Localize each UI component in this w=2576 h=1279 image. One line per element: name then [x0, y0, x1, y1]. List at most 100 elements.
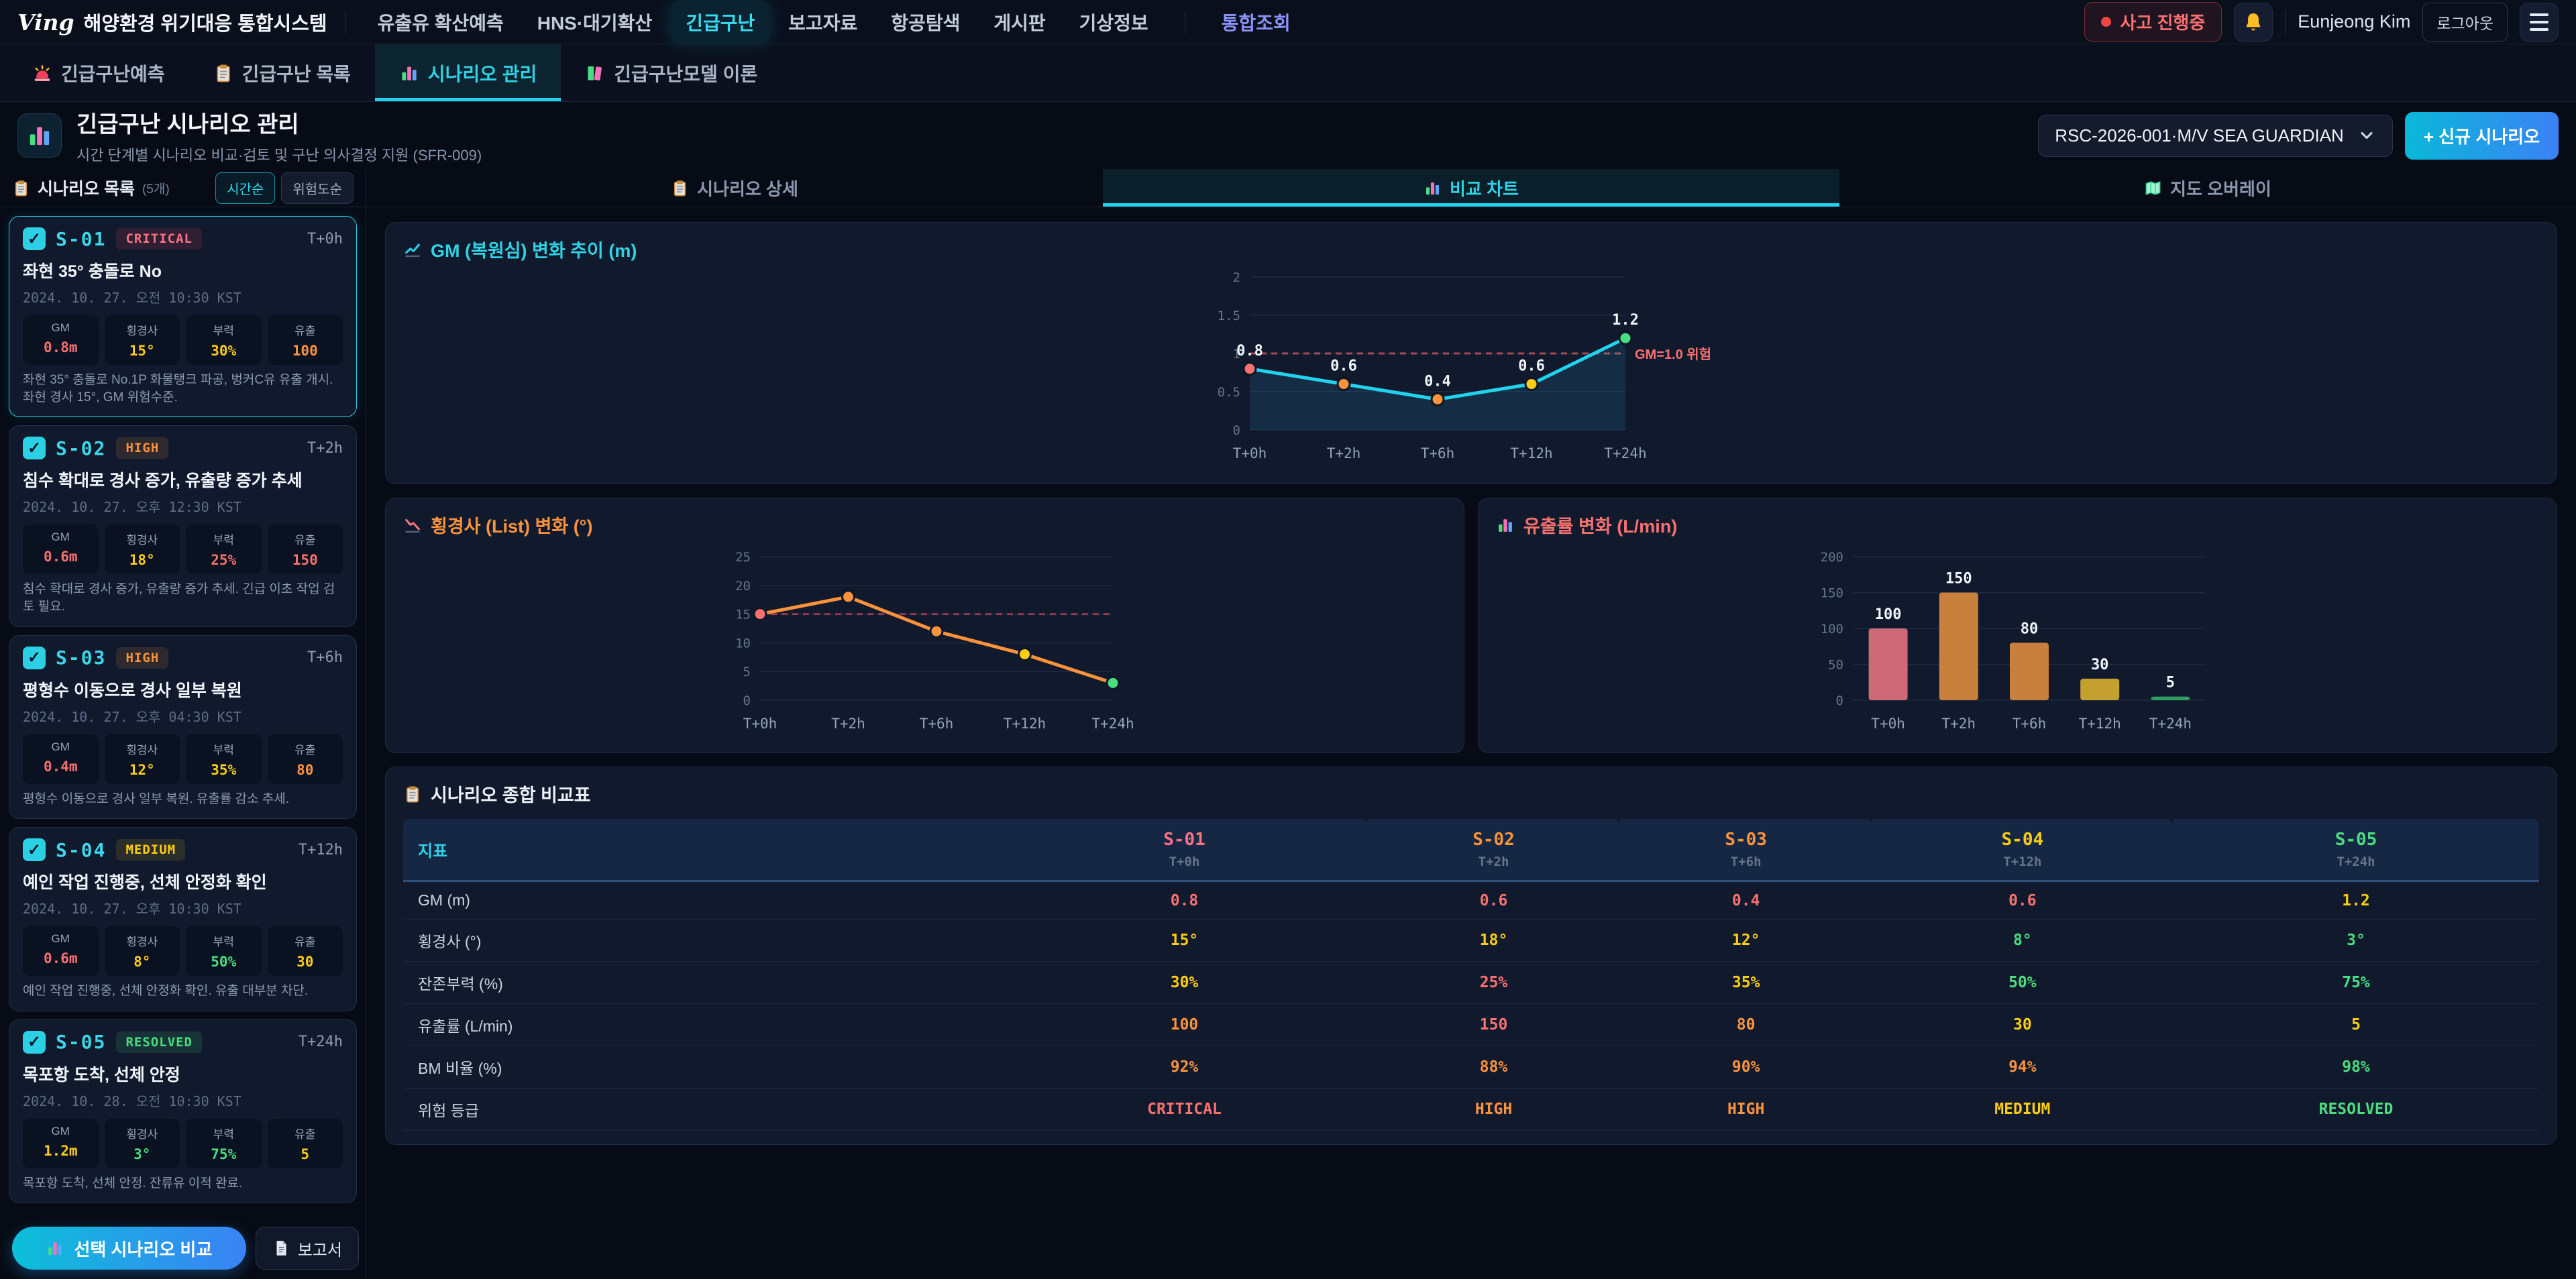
- row-value: 94%: [1872, 1046, 2173, 1089]
- scenario-title: 목포항 도착, 선체 안정: [23, 1065, 180, 1085]
- view-tab-2[interactable]: 비교 차트: [1103, 169, 1839, 207]
- module-tab-3[interactable]: 시나리오 관리: [374, 44, 561, 101]
- scenario-checkbox[interactable]: ✓: [23, 838, 46, 862]
- row-value: 8°: [1872, 919, 2173, 962]
- svg-text:T+6h: T+6h: [1421, 445, 1455, 461]
- scenario-checkbox[interactable]: ✓: [23, 227, 46, 250]
- module-tab-1[interactable]: 긴급구난예측: [8, 44, 189, 101]
- scenario-checkbox[interactable]: ✓: [23, 646, 46, 669]
- row-value: 100: [1001, 1003, 1368, 1046]
- stat-box: 횡경사 12°: [104, 734, 180, 784]
- gm-line-chart: 0 0.5 1 1.5 2 T+0h T+2h T+6h T+12h T+24h GM=1.0 위험…: [1218, 270, 1711, 461]
- table-row: BM 비율 (%) 92% 88% 90% 94% 98%: [403, 1046, 2539, 1089]
- view-tab-3[interactable]: 지도 오버레이: [1839, 169, 2576, 207]
- row-value: HIGH: [1367, 1088, 1620, 1131]
- new-scenario-button[interactable]: + 신규 시나리오: [2404, 111, 2559, 160]
- gm-chart-title: GM (복원심) 변화 추이 (m): [431, 241, 637, 261]
- chart-icon: [399, 63, 419, 83]
- module-tab-2[interactable]: 긴급구난 목록: [189, 44, 375, 101]
- spill-chart-panel: 유출률 변화 (L/min) 0 50 100 150 200 100 T+0h 150 T+2…: [1478, 498, 2557, 753]
- scenario-title: 평형수 이동으로 경사 일부 복원: [23, 681, 242, 700]
- table-row: 위험 등급 CRITICAL HIGH HIGH MEDIUM RESOLVED: [403, 1088, 2539, 1131]
- notifications-button[interactable]: [2234, 2, 2273, 42]
- list-line-chart: 0 5 10 15 20 25 T+0h T+2h T+6h T+12h T+24h: [735, 550, 1133, 732]
- row-value: 35%: [1619, 961, 1872, 1004]
- stat-box: 횡경사 18°: [104, 524, 180, 575]
- scenario-checkbox[interactable]: ✓: [23, 1030, 46, 1054]
- table-header-s-01: S-01 T+0h: [1001, 819, 1368, 882]
- scenario-checkbox[interactable]: ✓: [23, 437, 46, 460]
- status-badge-label: 사고 진행중: [2120, 13, 2206, 33]
- sort-by-time-button[interactable]: 시간순: [215, 172, 276, 204]
- stat-box: 부력 50%: [186, 926, 262, 977]
- top-navigation-bar: Ving 해양환경 위기대응 통합시스템 유출유 확산예측 HNS·대기확산 긴급구…: [0, 0, 2576, 44]
- nav-item-2[interactable]: HNS·대기확산: [537, 12, 653, 34]
- row-value: 18°: [1367, 919, 1620, 962]
- sort-by-risk-button[interactable]: 위험도순: [281, 172, 354, 204]
- clipboard-icon: [671, 179, 689, 197]
- view-tab-1[interactable]: 시나리오 상세: [366, 169, 1103, 207]
- topnav-right: 사고 진행중 Eunjeong Kim 로그아웃: [2084, 2, 2559, 42]
- main-nav: 유출유 확산예측 HNS·대기확산 긴급구난 보고자료 항공탐색 게시판 기상정보 통합조회: [363, 1, 2085, 43]
- incident-select[interactable]: RSC-2026-001·M/V SEA GUARDIAN: [2038, 114, 2393, 157]
- map-icon: [2144, 179, 2162, 197]
- svg-text:25: 25: [735, 550, 751, 565]
- table-header-s-02: S-02 T+2h: [1367, 819, 1620, 882]
- nav-item-8[interactable]: 통합조회: [1221, 12, 1291, 34]
- row-value: 0.6: [1872, 881, 2173, 920]
- row-value: 80: [1619, 1003, 1872, 1046]
- nav-item-1[interactable]: 유출유 확산예측: [377, 12, 504, 34]
- report-button[interactable]: 보고서: [255, 1227, 359, 1270]
- main-area: 시나리오 상세 비교 차트 지도 오버레이 GM (복원심) 변화 추이 (m) 0…: [366, 169, 2576, 1279]
- row-value: 98%: [2173, 1046, 2539, 1089]
- bar-chart-icon: [26, 122, 53, 149]
- stat-box: 횡경사 3°: [104, 1118, 180, 1168]
- svg-text:T+12h: T+12h: [1003, 716, 1045, 732]
- stat-box: GM 0.6m: [23, 524, 99, 575]
- view-tab-bar: 시나리오 상세 비교 차트 지도 오버레이: [366, 169, 2576, 207]
- scenario-datetime: 2024. 10. 27. 오후 04:30 KST: [23, 708, 241, 725]
- table-header-s-05: S-05 T+24h: [2173, 819, 2539, 882]
- stat-box: GM 1.2m: [23, 1118, 99, 1168]
- svg-text:T+12h: T+12h: [1510, 445, 1552, 461]
- risk-badge: HIGH: [116, 437, 169, 459]
- page-title: 긴급구난 시나리오 관리: [76, 112, 299, 137]
- app-logo: Ving 해양환경 위기대응 통합시스템: [17, 8, 327, 36]
- scenario-card-s-03[interactable]: ✓ S-03 HIGH T+6h 평형수 이동으로 경사 일부 복원 2024. 10. …: [9, 634, 357, 820]
- row-label: 위험 등급: [403, 1088, 1002, 1131]
- row-value: 90%: [1619, 1046, 1872, 1089]
- module-tab-4[interactable]: 긴급구난모델 이론: [561, 44, 782, 101]
- row-value: 15°: [1001, 919, 1368, 962]
- row-label: GM (m): [403, 881, 1002, 920]
- chevron-down-icon: [2357, 126, 2376, 145]
- spill-chart-title: 유출률 변화 (L/min): [1523, 516, 1678, 537]
- nav-item-7[interactable]: 기상정보: [1079, 12, 1148, 34]
- scenario-card-s-04[interactable]: ✓ S-04 MEDIUM T+12h 예인 작업 진행중, 선체 안정화 확인 2024…: [9, 827, 357, 1011]
- nav-item-5[interactable]: 항공탐색: [891, 12, 961, 34]
- nav-item-6[interactable]: 게시판: [994, 12, 1046, 34]
- row-value: 88%: [1367, 1046, 1620, 1089]
- table-header-s-04: S-04 T+12h: [1872, 819, 2173, 882]
- risk-badge: HIGH: [116, 647, 169, 669]
- svg-text:20: 20: [735, 579, 751, 594]
- scenario-card-s-02[interactable]: ✓ S-02 HIGH T+2h 침수 확대로 경사 증가, 유출량 증가 추세 2024…: [9, 425, 357, 627]
- scenario-datetime: 2024. 10. 27. 오전 10:30 KST: [23, 290, 241, 306]
- stat-box: 부력 75%: [186, 1118, 262, 1168]
- scenario-datetime: 2024. 10. 27. 오후 10:30 KST: [23, 901, 241, 917]
- nav-item-4[interactable]: 보고자료: [788, 12, 858, 34]
- scenario-card-s-01[interactable]: ✓ S-01 CRITICAL T+0h 좌현 35° 충돌로 No 2024. 10. …: [9, 216, 357, 418]
- svg-text:0.6: 0.6: [1330, 358, 1357, 375]
- charts-content: GM (복원심) 변화 추이 (m) 0 0.5 1 1.5 2 T+0h T+2h T+6h…: [366, 207, 2576, 1160]
- nav-item-3[interactable]: 긴급구난: [671, 1, 770, 43]
- menu-button[interactable]: [2520, 2, 2559, 42]
- row-value: 12°: [1619, 919, 1872, 962]
- svg-text:T+12h: T+12h: [2078, 716, 2121, 732]
- row-value: 30%: [1001, 961, 1368, 1004]
- svg-text:100: 100: [1874, 606, 1901, 623]
- logout-button[interactable]: 로그아웃: [2422, 2, 2508, 42]
- scenario-id: S-03: [56, 647, 107, 669]
- compare-scenarios-button[interactable]: 선택 시나리오 비교: [12, 1227, 246, 1270]
- svg-text:T+24h: T+24h: [2149, 716, 2191, 732]
- scenario-card-s-05[interactable]: ✓ S-05 RESOLVED T+24h 목포항 도착, 선체 안정 2024. 10.…: [9, 1019, 357, 1204]
- stat-box: GM 0.6m: [23, 926, 99, 977]
